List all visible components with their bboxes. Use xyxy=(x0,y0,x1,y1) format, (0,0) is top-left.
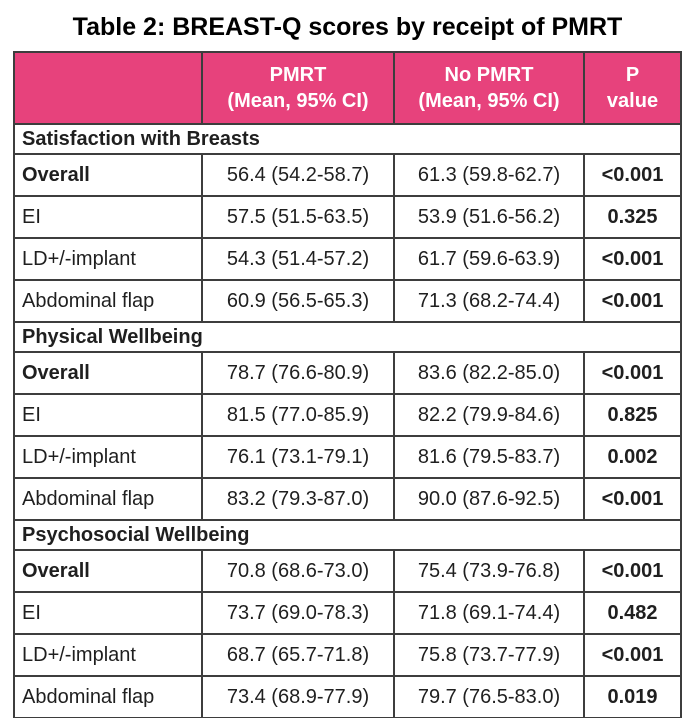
pmrt-value: 76.1 (73.1-79.1) xyxy=(201,435,395,479)
pmrt-value: 57.5 (51.5-63.5) xyxy=(201,195,395,239)
row-label: Abdominal flap xyxy=(13,279,203,323)
row-label: EI xyxy=(13,393,203,437)
p-value: 0.825 xyxy=(583,393,682,437)
row-label: Overall xyxy=(13,351,203,395)
p-value: 0.325 xyxy=(583,195,682,239)
pmrt-value: 78.7 (76.6-80.9) xyxy=(201,351,395,395)
row-label: EI xyxy=(13,591,203,635)
row-label: LD+/-implant xyxy=(13,237,203,281)
header-p-value: P value xyxy=(583,51,682,125)
header-row: PMRT (Mean, 95% CI) No PMRT (Mean, 95% C… xyxy=(13,51,682,125)
pmrt-value: 68.7 (65.7-71.8) xyxy=(201,633,395,677)
no-pmrt-value: 90.0 (87.6-92.5) xyxy=(393,477,585,521)
no-pmrt-value: 75.4 (73.9-76.8) xyxy=(393,549,585,593)
row-label: Abdominal flap xyxy=(13,675,203,718)
p-value: <0.001 xyxy=(583,477,682,521)
row-label: Abdominal flap xyxy=(13,477,203,521)
section-row-psychosocial: Psychosocial Wellbeing xyxy=(13,519,682,551)
section-label: Psychosocial Wellbeing xyxy=(13,519,682,551)
table-row: LD+/-implant 54.3 (51.4-57.2) 61.7 (59.6… xyxy=(13,237,682,281)
table-row: Abdominal flap 73.4 (68.9-77.9) 79.7 (76… xyxy=(13,675,682,718)
table-row: LD+/-implant 76.1 (73.1-79.1) 81.6 (79.5… xyxy=(13,435,682,479)
section-row-physical: Physical Wellbeing xyxy=(13,321,682,353)
no-pmrt-value: 75.8 (73.7-77.9) xyxy=(393,633,585,677)
p-value: 0.002 xyxy=(583,435,682,479)
no-pmrt-value: 71.3 (68.2-74.4) xyxy=(393,279,585,323)
pmrt-value: 54.3 (51.4-57.2) xyxy=(201,237,395,281)
p-value: <0.001 xyxy=(583,279,682,323)
header-pmrt: PMRT (Mean, 95% CI) xyxy=(201,51,395,125)
p-value: <0.001 xyxy=(583,153,682,197)
table-row: Overall 70.8 (68.6-73.0) 75.4 (73.9-76.8… xyxy=(13,549,682,593)
pmrt-value: 73.7 (69.0-78.3) xyxy=(201,591,395,635)
section-label: Satisfaction with Breasts xyxy=(13,123,682,155)
table-row: EI 57.5 (51.5-63.5) 53.9 (51.6-56.2) 0.3… xyxy=(13,195,682,239)
p-value: <0.001 xyxy=(583,237,682,281)
no-pmrt-value: 71.8 (69.1-74.4) xyxy=(393,591,585,635)
no-pmrt-value: 82.2 (79.9-84.6) xyxy=(393,393,585,437)
header-empty-cell xyxy=(13,51,203,125)
row-label: Overall xyxy=(13,549,203,593)
table-row: Abdominal flap 83.2 (79.3-87.0) 90.0 (87… xyxy=(13,477,682,521)
p-value: 0.019 xyxy=(583,675,682,718)
pmrt-value: 60.9 (56.5-65.3) xyxy=(201,279,395,323)
p-value: 0.482 xyxy=(583,591,682,635)
p-value: <0.001 xyxy=(583,351,682,395)
no-pmrt-value: 61.3 (59.8-62.7) xyxy=(393,153,585,197)
table-row: Abdominal flap 60.9 (56.5-65.3) 71.3 (68… xyxy=(13,279,682,323)
pmrt-value: 83.2 (79.3-87.0) xyxy=(201,477,395,521)
pmrt-value: 73.4 (68.9-77.9) xyxy=(201,675,395,718)
p-value: <0.001 xyxy=(583,549,682,593)
no-pmrt-value: 81.6 (79.5-83.7) xyxy=(393,435,585,479)
no-pmrt-value: 83.6 (82.2-85.0) xyxy=(393,351,585,395)
no-pmrt-value: 53.9 (51.6-56.2) xyxy=(393,195,585,239)
pmrt-value: 56.4 (54.2-58.7) xyxy=(201,153,395,197)
row-label: Overall xyxy=(13,153,203,197)
pmrt-value: 70.8 (68.6-73.0) xyxy=(201,549,395,593)
p-value: <0.001 xyxy=(583,633,682,677)
pmrt-value: 81.5 (77.0-85.9) xyxy=(201,393,395,437)
table-row: Overall 56.4 (54.2-58.7) 61.3 (59.8-62.7… xyxy=(13,153,682,197)
table-row: LD+/-implant 68.7 (65.7-71.8) 75.8 (73.7… xyxy=(13,633,682,677)
table-title: Table 2: BREAST-Q scores by receipt of P… xyxy=(72,13,623,41)
breastq-scores-table: PMRT (Mean, 95% CI) No PMRT (Mean, 95% C… xyxy=(13,51,682,718)
header-no-pmrt: No PMRT (Mean, 95% CI) xyxy=(393,51,585,125)
section-row-satisfaction: Satisfaction with Breasts xyxy=(13,123,682,155)
row-label: EI xyxy=(13,195,203,239)
row-label: LD+/-implant xyxy=(13,435,203,479)
section-label: Physical Wellbeing xyxy=(13,321,682,353)
no-pmrt-value: 61.7 (59.6-63.9) xyxy=(393,237,585,281)
table-row: EI 73.7 (69.0-78.3) 71.8 (69.1-74.4) 0.4… xyxy=(13,591,682,635)
row-label: LD+/-implant xyxy=(13,633,203,677)
table-row: Overall 78.7 (76.6-80.9) 83.6 (82.2-85.0… xyxy=(13,351,682,395)
table-row: EI 81.5 (77.0-85.9) 82.2 (79.9-84.6) 0.8… xyxy=(13,393,682,437)
no-pmrt-value: 79.7 (76.5-83.0) xyxy=(393,675,585,718)
